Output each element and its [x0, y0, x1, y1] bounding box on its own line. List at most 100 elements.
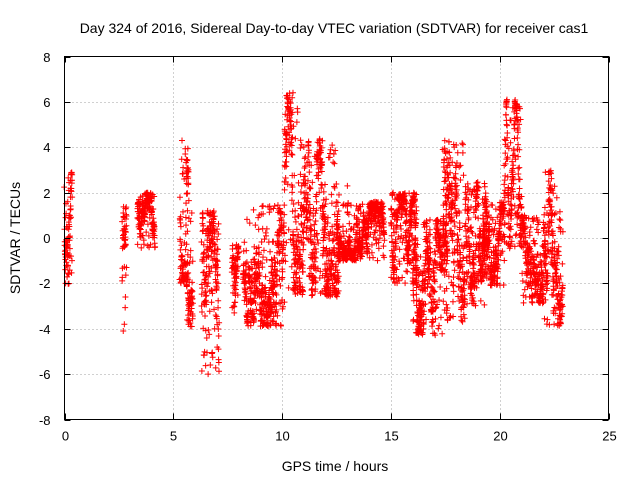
- x-tick-label: 25: [602, 429, 616, 444]
- data-point: [503, 121, 510, 128]
- data-point: [257, 259, 264, 266]
- data-point: [119, 218, 126, 225]
- data-point: [246, 220, 253, 227]
- data-point: [370, 254, 377, 261]
- data-point: [235, 249, 242, 256]
- data-point: [291, 287, 298, 294]
- data-point: [123, 264, 130, 271]
- data-point: [502, 160, 509, 167]
- data-point: [380, 203, 387, 210]
- data-point: [68, 177, 75, 184]
- data-point: [452, 175, 459, 182]
- data-point: [311, 241, 318, 248]
- data-point: [456, 224, 463, 231]
- data-point: [452, 170, 459, 177]
- data-point: [234, 253, 241, 260]
- data-point: [241, 239, 248, 246]
- data-point: [269, 318, 276, 325]
- data-point: [281, 186, 288, 193]
- data-point: [294, 243, 301, 250]
- data-point: [328, 200, 335, 207]
- x-tick-label: 15: [384, 429, 398, 444]
- data-point: [431, 298, 438, 305]
- data-point: [489, 202, 496, 209]
- data-point: [541, 232, 548, 239]
- data-point: [412, 219, 419, 226]
- data-point: [275, 232, 282, 239]
- data-point: [323, 245, 330, 252]
- data-point: [308, 226, 315, 233]
- data-point: [64, 241, 71, 248]
- data-point: [140, 237, 147, 244]
- data-point: [336, 234, 343, 241]
- y-tick-labels: -8 -6 -4 -2 0 2 4 6 8: [39, 50, 51, 428]
- data-point: [319, 158, 326, 165]
- data-point: [323, 270, 330, 277]
- data-point: [480, 215, 487, 222]
- data-point: [408, 218, 415, 225]
- data-point: [287, 118, 294, 125]
- data-point: [399, 274, 406, 281]
- data-point: [300, 144, 307, 151]
- data-point: [123, 204, 130, 211]
- data-point: [301, 155, 308, 162]
- data-point: [179, 170, 186, 177]
- data-point: [253, 306, 260, 313]
- data-point: [432, 315, 439, 322]
- data-point: [134, 241, 141, 248]
- data-point: [311, 221, 318, 228]
- data-point: [348, 253, 355, 260]
- data-point: [274, 267, 281, 274]
- data-point: [279, 268, 286, 275]
- data-point: [453, 192, 460, 199]
- data-point: [325, 276, 332, 283]
- data-point: [274, 202, 281, 209]
- data-point: [184, 165, 191, 172]
- data-point: [215, 230, 222, 237]
- data-point: [544, 240, 551, 247]
- data-point: [437, 314, 444, 321]
- data-point: [472, 247, 479, 254]
- data-point: [318, 144, 325, 151]
- data-point: [526, 232, 533, 239]
- data-point: [443, 260, 450, 267]
- data-point: [346, 220, 353, 227]
- data-point: [505, 145, 512, 152]
- data-point: [304, 195, 311, 202]
- data-point: [185, 276, 192, 283]
- data-point: [273, 320, 280, 327]
- data-point: [375, 239, 382, 246]
- data-point: [187, 218, 194, 225]
- y-tick-label: -6: [39, 367, 51, 382]
- data-point: [552, 310, 559, 317]
- data-point: [532, 291, 539, 298]
- data-point: [515, 165, 522, 172]
- data-point: [210, 216, 217, 223]
- data-point: [398, 226, 405, 233]
- data-point: [121, 321, 128, 328]
- data-point: [268, 280, 275, 287]
- data-point: [250, 316, 257, 323]
- data-point: [392, 240, 399, 247]
- data-point: [414, 241, 421, 248]
- data-point: [272, 273, 279, 280]
- data-point: [186, 317, 193, 324]
- data-point: [507, 201, 514, 208]
- x-tick-label: 5: [170, 429, 177, 444]
- data-point: [474, 183, 481, 190]
- data-point: [529, 253, 536, 260]
- data-point: [208, 253, 215, 260]
- data-point: [277, 322, 284, 329]
- data-point: [332, 261, 339, 268]
- data-point: [453, 164, 460, 171]
- data-point: [474, 203, 481, 210]
- data-point: [426, 261, 433, 268]
- data-point: [460, 285, 467, 292]
- data-point: [259, 203, 266, 210]
- data-point: [450, 288, 457, 295]
- data-point: [515, 129, 522, 136]
- data-point: [299, 262, 306, 269]
- data-point: [541, 315, 548, 322]
- data-point: [401, 197, 408, 204]
- data-point: [419, 329, 426, 336]
